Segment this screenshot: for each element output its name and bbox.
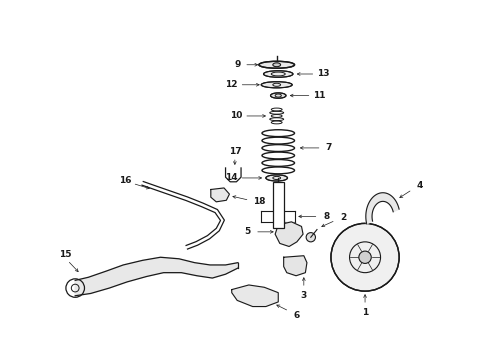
Text: 4: 4 xyxy=(417,181,423,190)
Text: 9: 9 xyxy=(235,60,241,69)
Text: 16: 16 xyxy=(119,176,131,185)
Text: 18: 18 xyxy=(253,197,265,206)
Text: 7: 7 xyxy=(325,143,332,152)
Text: 5: 5 xyxy=(244,228,250,237)
Polygon shape xyxy=(75,257,238,296)
Polygon shape xyxy=(284,256,307,276)
Text: 11: 11 xyxy=(313,91,325,100)
Text: 2: 2 xyxy=(340,213,346,222)
Text: 15: 15 xyxy=(59,251,72,260)
Text: 10: 10 xyxy=(230,112,243,121)
Text: 17: 17 xyxy=(228,147,241,156)
Polygon shape xyxy=(211,188,229,202)
Circle shape xyxy=(331,223,399,291)
Ellipse shape xyxy=(261,82,292,88)
Text: 1: 1 xyxy=(362,308,368,317)
Circle shape xyxy=(359,251,371,264)
Ellipse shape xyxy=(273,63,281,67)
Circle shape xyxy=(306,233,316,242)
Text: 12: 12 xyxy=(225,80,238,89)
Text: 3: 3 xyxy=(301,291,307,300)
Polygon shape xyxy=(232,285,278,306)
Text: 13: 13 xyxy=(317,69,329,78)
Ellipse shape xyxy=(264,71,293,77)
Ellipse shape xyxy=(270,93,286,98)
Ellipse shape xyxy=(259,61,294,68)
Text: 6: 6 xyxy=(294,311,300,320)
Text: 14: 14 xyxy=(225,174,238,183)
FancyBboxPatch shape xyxy=(273,182,284,228)
Polygon shape xyxy=(366,193,399,224)
Ellipse shape xyxy=(266,175,288,181)
Text: 8: 8 xyxy=(323,212,329,221)
Polygon shape xyxy=(275,222,303,247)
